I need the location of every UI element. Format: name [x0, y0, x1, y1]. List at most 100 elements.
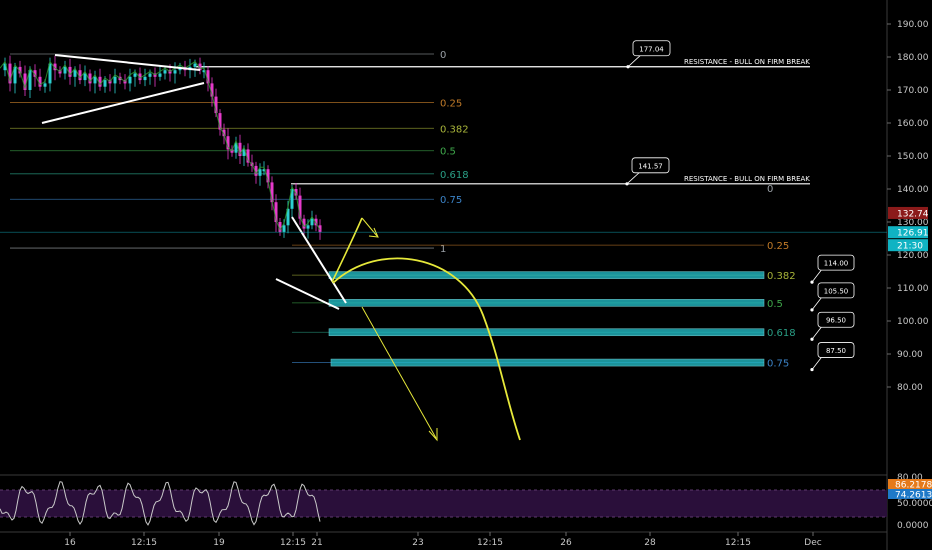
up-breakout-path[interactable] [331, 217, 363, 283]
callout-pointer [626, 172, 640, 185]
fib-lower-level-label: 0.5 [767, 299, 783, 310]
projection-curve[interactable] [332, 257, 521, 441]
candle-body [13, 66, 17, 84]
price-callouts[interactable]: 114.00 105.50 96.50 87.50 [810, 254, 855, 372]
up-arrow-stem [361, 217, 378, 237]
fib-retracement-upper[interactable]: 0 0.25 0.382 0.5 0.618 0.75 1 [10, 50, 469, 255]
target-callout-box[interactable] [817, 254, 855, 271]
candle-body [63, 66, 67, 74]
price-axis[interactable]: 190.00 180.00 170.00 160.00 150.00 140.00 130.… [887, 20, 929, 393]
callout-value: 177.04 [639, 45, 664, 53]
candle-body [318, 225, 322, 232]
y-tick-label: 80.00 [897, 383, 923, 393]
x-tick-label: 28 [644, 538, 656, 548]
candle-body [103, 80, 107, 87]
candle-body [73, 70, 77, 77]
fib-upper-level-label: 0.75 [440, 195, 462, 206]
pennant-upper-line[interactable] [54, 54, 201, 71]
fib-upper-level-label: 0.5 [440, 147, 456, 158]
rsi-tick-label: 80.00 [897, 473, 923, 483]
candle-body [28, 70, 32, 90]
candle-body [278, 222, 282, 232]
candle-body [246, 149, 250, 163]
rsi-value-tag: 74.2613 [895, 491, 932, 501]
x-tick-label: Dec [804, 538, 821, 548]
price-tag-value: 126.91 [897, 229, 929, 239]
callout-pointer [627, 55, 641, 68]
candle-body [306, 225, 310, 229]
candle-body [218, 113, 222, 130]
wedge-lower-line[interactable] [275, 278, 340, 310]
candle-body [254, 165, 258, 176]
fib-upper-level-label: 0.25 [440, 99, 462, 110]
callout-box[interactable] [632, 40, 671, 57]
x-tick-label: 26 [560, 538, 572, 548]
price-tag-bg [888, 239, 928, 252]
down-projection-line[interactable] [361, 306, 437, 439]
candle-body [202, 70, 206, 73]
candle-body [8, 63, 12, 84]
price-tags: 132.74 126.91 21:30 [0, 206, 929, 252]
fib-upper-level-label: 1 [440, 244, 446, 255]
target-callout-box[interactable] [817, 342, 855, 358]
x-tick-label: 12:15 [477, 538, 503, 548]
rsi-line [0, 481, 321, 526]
candle-body [133, 73, 137, 77]
candle-body [33, 70, 37, 77]
x-tick-label: 12:15 [280, 538, 306, 548]
target-band[interactable] [328, 271, 765, 279]
candle-body [38, 76, 42, 87]
candle-body [43, 83, 47, 87]
candle-body [173, 70, 177, 74]
target-band[interactable] [328, 328, 765, 337]
candle-body [78, 70, 82, 81]
candle-body [270, 182, 274, 203]
candle-body [310, 218, 314, 226]
candle-body [274, 202, 278, 222]
fib-upper-level-label: 0.382 [440, 124, 469, 135]
target-callout-box[interactable] [817, 311, 855, 328]
x-tick-label: 12:15 [131, 538, 157, 548]
callout-box[interactable] [631, 157, 670, 174]
candle-body [314, 218, 318, 226]
candle-body [128, 76, 132, 84]
price-tag-bg [888, 206, 928, 219]
target-band[interactable] [330, 358, 765, 367]
resistance-tail-label: 0 [767, 184, 773, 195]
rsi-band [0, 490, 887, 517]
rsi-value-tag-bg [888, 489, 932, 499]
candle-body [3, 63, 7, 71]
price-tag-bg [888, 226, 928, 239]
x-tick-label: 21 [311, 538, 322, 548]
y-tick-label: 120.00 [897, 251, 929, 261]
candle-body [163, 70, 167, 74]
candle-body [242, 149, 246, 156]
candle-body [18, 66, 22, 74]
y-tick-label: 170.00 [897, 86, 929, 96]
candle-body [193, 63, 197, 67]
y-tick-label: 130.00 [897, 218, 929, 228]
target-callout-box[interactable] [817, 282, 855, 299]
target-callout-value: 87.50 [826, 347, 846, 355]
pennant-lower-line[interactable] [41, 82, 205, 124]
candle-body [198, 63, 202, 71]
candle-body [238, 142, 242, 156]
target-bands[interactable] [328, 271, 765, 367]
candle-body [113, 76, 117, 84]
trend-drawings[interactable] [41, 54, 521, 442]
target-band[interactable] [328, 299, 765, 307]
target-callout-pointer [811, 356, 823, 370]
target-callout-pointer [811, 296, 823, 311]
candle-body [286, 208, 290, 226]
price-tag-value: 132.74 [897, 209, 929, 219]
resistance-label: RESISTANCE - BULL ON FIRM BREAK [684, 58, 810, 66]
candle-body [214, 96, 218, 114]
resistance-lines[interactable]: RESISTANCE - BULL ON FIRM BREAK 177.04 RES… [196, 40, 810, 195]
wedge-upper-line[interactable] [291, 216, 347, 304]
y-tick-label: 100.00 [897, 317, 929, 327]
candle-body [53, 63, 57, 71]
time-axis[interactable]: 16 12:15 19 12:15 21 23 12:15 26 28 12:15 Dec [64, 532, 822, 548]
target-callout-pointer [811, 325, 823, 340]
